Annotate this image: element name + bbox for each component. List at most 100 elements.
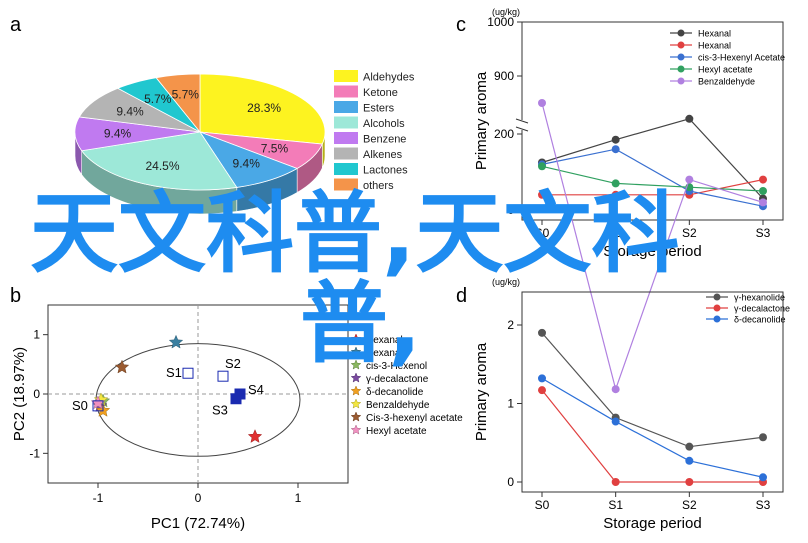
loading-star: [350, 385, 362, 396]
pie-chart: 28.3%7.5%9.4%24.5%9.4%9.4%5.7% 5.7%: [74, 73, 326, 215]
line-chart-c: S0 S1 S2 S3 Storage period Primary aroma (ug/k…: [473, 7, 785, 394]
series-line: [541, 102, 764, 392]
sample-label: S0: [72, 398, 88, 413]
x-tick-label: S3: [756, 226, 771, 240]
legend-label: Benzene: [363, 134, 406, 146]
panel-label-a: a: [10, 14, 22, 36]
sample-marker: [92, 400, 104, 412]
legend-label: Esters: [363, 103, 395, 115]
loading-star: [114, 359, 130, 374]
data-point: [759, 187, 767, 195]
watermark-line-2: 普,: [300, 272, 422, 375]
data-point: [538, 190, 546, 199]
pie-slice-label: 9.4%: [104, 126, 132, 140]
data-point: [538, 374, 546, 383]
y-tick-label: 2: [507, 318, 514, 332]
pie-slice-label: 28.3%: [247, 101, 281, 115]
sample-label: S4: [248, 382, 264, 397]
y-axis-label: Primary aroma: [473, 342, 490, 441]
x-tick-label: S1: [608, 226, 623, 240]
sample-label: S3: [212, 403, 228, 418]
unit-label: (ug/kg): [492, 7, 520, 17]
pie-slice: [155, 73, 201, 134]
data-point: [759, 198, 767, 207]
x-axis-label: Storage period: [603, 515, 701, 532]
line-chart-d: S0 S1 S2 S3 Storage period Primary aroma (ug/k…: [473, 277, 790, 532]
y-axis-label: Primary aroma: [473, 71, 490, 170]
legend-label: Aldehydes: [363, 72, 415, 84]
y-tick-label: 0: [33, 387, 40, 401]
pie-slice-label: 5.7%: [144, 92, 172, 106]
watermark-line-1: 天文科普,天文科: [30, 182, 680, 285]
x-tick-label: -1: [93, 491, 104, 505]
plot-frame: [521, 291, 784, 493]
legend-label: γ-decalactone: [366, 374, 429, 385]
legend-marker: [713, 293, 721, 301]
series-line: [541, 377, 764, 478]
x-tick-label: S0: [535, 226, 550, 240]
legend-marker: [677, 65, 685, 73]
data-point: [538, 328, 546, 337]
loading-star: [350, 398, 362, 409]
y-tick-label: 0: [507, 475, 514, 489]
pie-slice: [199, 73, 326, 145]
legend-label: Hexanal: [366, 348, 403, 359]
sample-marker: [234, 388, 246, 400]
loading-star: [350, 359, 362, 370]
y-tick-label: 200: [494, 127, 514, 141]
x-tick-label: S2: [682, 226, 697, 240]
loading-star: [350, 372, 362, 383]
legend-label: Hexyl acetate: [698, 65, 753, 75]
legend-label: Lactones: [363, 165, 408, 177]
legend-label: Benzaldehyde: [366, 400, 430, 411]
sample-marker: [182, 367, 194, 379]
panel-label-d: d: [456, 285, 467, 307]
pie-slice-label: 24.5%: [145, 159, 179, 173]
legend-swatch: [334, 132, 358, 144]
panel-label-c: c: [456, 14, 466, 36]
legend-label: δ-decanolide: [734, 315, 786, 325]
y-tick-label: 900: [494, 69, 514, 83]
legend-label: Hexanal: [698, 41, 731, 51]
panel-label-b: b: [10, 285, 21, 307]
pie-slice-label: 9.4%: [233, 157, 261, 171]
legend-label: Alcohols: [363, 118, 405, 130]
x-tick-label: 0: [195, 491, 202, 505]
sample-label: S2: [225, 356, 241, 371]
legend-label: cis-3-Hexenyl Acetate: [698, 53, 785, 63]
legend-label: Benzaldehyde: [698, 77, 755, 87]
legend-swatch: [334, 147, 358, 160]
series-line: [541, 332, 764, 448]
y-tick-label: 0: [507, 203, 514, 217]
legend-label: δ-decanolide: [366, 387, 424, 398]
legend-swatch: [334, 85, 358, 98]
loading-star: [350, 411, 362, 422]
data-point: [685, 456, 694, 465]
legend-label: Alkenes: [363, 149, 403, 161]
y-axis-label: PC2 (18.97%): [11, 347, 28, 441]
legend-swatch: [334, 116, 358, 129]
data-point: [611, 145, 620, 154]
axis-break-mark: [515, 126, 529, 132]
series-line: [542, 179, 764, 196]
data-point: [611, 190, 620, 199]
pie-slice-label: 9.4%: [116, 105, 144, 119]
legend-marker: [677, 77, 685, 85]
legend-label: Ketone: [363, 87, 398, 99]
series-line: [541, 148, 764, 207]
pie-slice-label: 5.7%: [172, 87, 200, 101]
legend-label: Hexanal: [366, 335, 403, 346]
loading-star: [247, 429, 263, 443]
legend-swatch: [334, 70, 358, 82]
loading-star: [350, 346, 362, 357]
y-tick-label: -1: [29, 446, 40, 460]
confidence-ellipse: [95, 343, 301, 457]
pie-legend: Aldehydes Ketone Esters Alcohols Benzene Alke…: [334, 70, 415, 192]
x-tick-label: 1: [295, 491, 302, 505]
x-tick-label: S0: [535, 498, 550, 512]
data-point: [759, 175, 767, 184]
series-line: [541, 165, 764, 192]
sample-label: S1: [166, 365, 182, 380]
x-tick-label: S1: [608, 498, 623, 512]
pie-slice: [80, 131, 238, 191]
